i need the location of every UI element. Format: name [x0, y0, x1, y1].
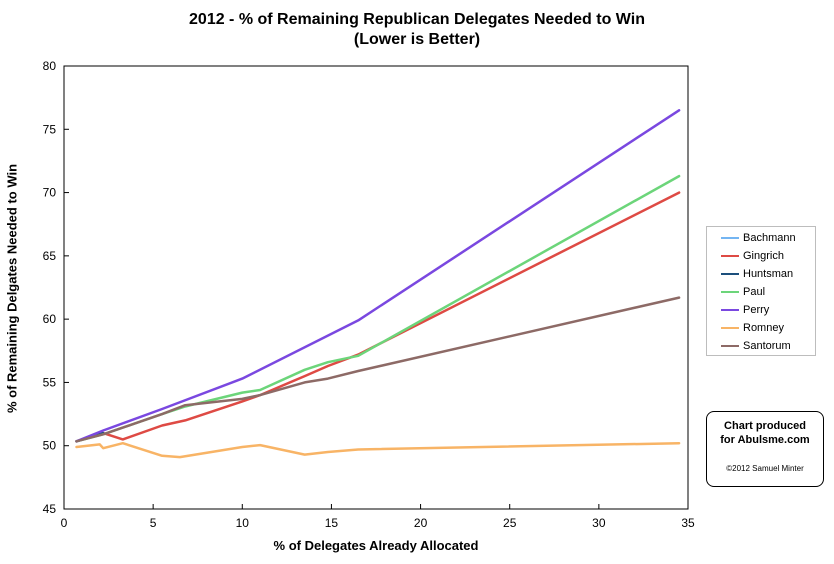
chart-title: 2012 - % of Remaining Republican Delegat… [189, 11, 645, 28]
series-line-perry [75, 109, 681, 443]
credit-box: Chart produced for Abulsme.com ©2012 Sam… [706, 411, 824, 487]
x-tick-label: 30 [592, 516, 606, 530]
plot-area [63, 65, 689, 510]
y-axis-label: % of Remaining Delgates Needed to Win [4, 163, 20, 414]
legend-swatch [721, 309, 739, 311]
legend-swatch [721, 291, 739, 293]
x-axis-label: % of Delegates Already Allocated [273, 538, 479, 553]
legend-swatch [721, 345, 739, 347]
y-tick-label: 70 [43, 186, 57, 200]
legend-label: Paul [743, 286, 766, 298]
credit-copyright: ©2012 Samuel Minter [726, 464, 804, 473]
x-tick-label: 20 [414, 516, 428, 530]
y-tick-label: 50 [43, 439, 57, 453]
x-tick-label: 10 [236, 516, 250, 530]
y-tick-label: 60 [43, 312, 57, 326]
series-line-romney [75, 441, 681, 459]
legend-label: Perry [743, 304, 770, 316]
x-tick-label: 15 [325, 516, 339, 530]
legend-swatch [721, 255, 739, 257]
legend: Bachmann Gingrich Huntsman Paul Perry Ro… [706, 226, 816, 356]
legend-swatch [721, 327, 739, 329]
y-tick-label: 80 [43, 59, 57, 73]
legend-label: Bachmann [743, 232, 796, 244]
legend-label: Gingrich [743, 250, 784, 262]
legend-swatch [721, 273, 739, 275]
x-tick-label: 0 [61, 516, 68, 530]
legend-label: Santorum [743, 340, 791, 352]
legend-swatch [721, 237, 739, 239]
series-line-gingrich [75, 191, 681, 443]
x-tick-label: 25 [503, 516, 517, 530]
y-tick-label: 45 [43, 502, 57, 516]
chart-subtitle: (Lower is Better) [353, 31, 481, 48]
y-tick-label: 75 [43, 122, 57, 136]
y-tick-label: 55 [43, 375, 57, 389]
credit-line-2: for Abulsme.com [720, 434, 810, 446]
legend-label: Romney [743, 322, 784, 334]
series-line-santorum [75, 296, 681, 443]
legend-label: Huntsman [743, 268, 794, 280]
x-tick-label: 35 [681, 516, 695, 530]
y-tick-label: 65 [43, 249, 57, 263]
x-tick-label: 5 [150, 516, 157, 530]
credit-line-1: Chart produced [724, 420, 806, 432]
